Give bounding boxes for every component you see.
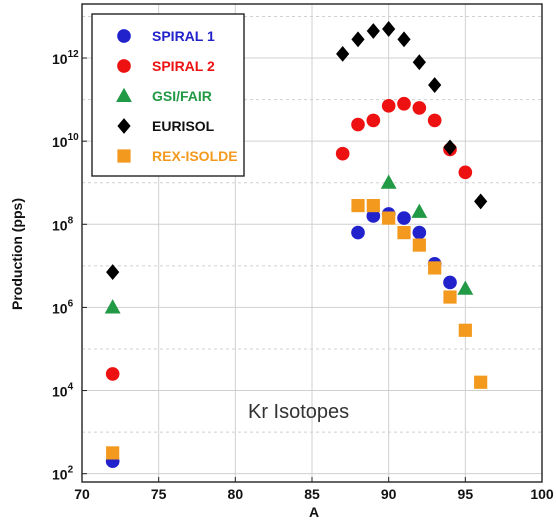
x-tick-label: 100 [530, 486, 554, 502]
data-point-eurisol [428, 77, 442, 93]
y-tick-label: 1010 [52, 132, 79, 150]
y-tick-label: 102 [52, 465, 74, 483]
data-point-rex-isolde [443, 290, 457, 304]
data-point-rex-isolde [106, 446, 120, 460]
data-point-gsi-fair [457, 280, 474, 295]
data-point-spiral-2 [458, 165, 473, 180]
data-point-eurisol [336, 45, 350, 62]
x-axis-title: A [309, 504, 319, 520]
data-point-eurisol [443, 139, 457, 156]
data-point-spiral-1 [366, 209, 381, 223]
data-point-gsi-fair [380, 174, 397, 189]
data-point-eurisol [106, 264, 120, 281]
legend-marker-gsi-fair [116, 87, 132, 103]
data-point-eurisol [382, 21, 396, 37]
legend-marker-eurisol [117, 118, 131, 134]
x-tick-label: 90 [381, 486, 397, 502]
data-point-spiral-2 [397, 96, 411, 111]
data-point-spiral-2 [412, 101, 427, 115]
y-tick-label: 106 [52, 298, 74, 316]
x-tick-label: 70 [74, 486, 90, 502]
data-point-eurisol [412, 54, 426, 71]
data-point-rex-isolde [397, 226, 411, 240]
data-point-gsi-fair [104, 299, 121, 314]
data-point-spiral-2 [366, 113, 381, 128]
data-point-rex-isolde [474, 375, 488, 389]
legend-marker-rex-isolde [117, 149, 131, 163]
tick-labels: 70 75 80 85 90 95 100 102 104 106 108 1010 1012 [52, 49, 554, 502]
data-point-spiral-2 [105, 367, 120, 381]
legend-marker-spiral-2 [117, 59, 131, 73]
data-point-rex-isolde [366, 198, 380, 213]
data-markers [104, 21, 488, 469]
legend-marker-spiral-1 [117, 29, 131, 43]
legend-label-spiral-1: SPIRAL 1 [152, 28, 215, 44]
y-tick-label: 108 [52, 215, 74, 233]
data-point-eurisol [351, 31, 365, 48]
legend-label-spiral-2: SPIRAL 2 [152, 58, 215, 74]
x-tick-label: 80 [228, 486, 244, 502]
data-point-rex-isolde [428, 261, 442, 275]
y-tick-label: 1012 [52, 49, 79, 67]
legend: SPIRAL 1 SPIRAL 2 GSI/FAIR EURISOL REX-ISOLD… [91, 13, 245, 177]
data-point-spiral-1 [351, 225, 365, 240]
y-axis-title: Production (pps) [9, 198, 25, 310]
legend-box [91, 13, 245, 177]
y-tick-label: 104 [52, 382, 74, 400]
data-point-spiral-1 [412, 225, 427, 240]
data-point-rex-isolde [351, 198, 365, 213]
x-tick-label: 85 [304, 486, 320, 502]
data-point-spiral-1 [397, 211, 411, 225]
legend-label-gsi-fair: GSI/FAIR [152, 88, 212, 104]
data-point-eurisol [366, 23, 380, 39]
data-point-rex-isolde [458, 323, 472, 337]
data-point-spiral-2 [427, 113, 442, 128]
data-point-rex-isolde [382, 211, 396, 225]
data-point-spiral-2 [381, 99, 396, 113]
data-point-spiral-2 [335, 146, 350, 161]
chart-annotation: Kr Isotopes [248, 401, 349, 423]
x-tick-label: 95 [458, 486, 474, 502]
data-point-eurisol [397, 31, 411, 48]
data-point-gsi-fair [411, 203, 428, 218]
legend-label-rex-isolde: REX-ISOLDE [152, 148, 238, 164]
legend-label-eurisol: EURISOL [152, 118, 215, 134]
data-point-spiral-2 [351, 117, 365, 132]
data-point-spiral-1 [443, 275, 457, 290]
x-tick-label: 75 [151, 486, 167, 502]
data-point-rex-isolde [412, 238, 426, 252]
data-point-eurisol [474, 193, 488, 210]
